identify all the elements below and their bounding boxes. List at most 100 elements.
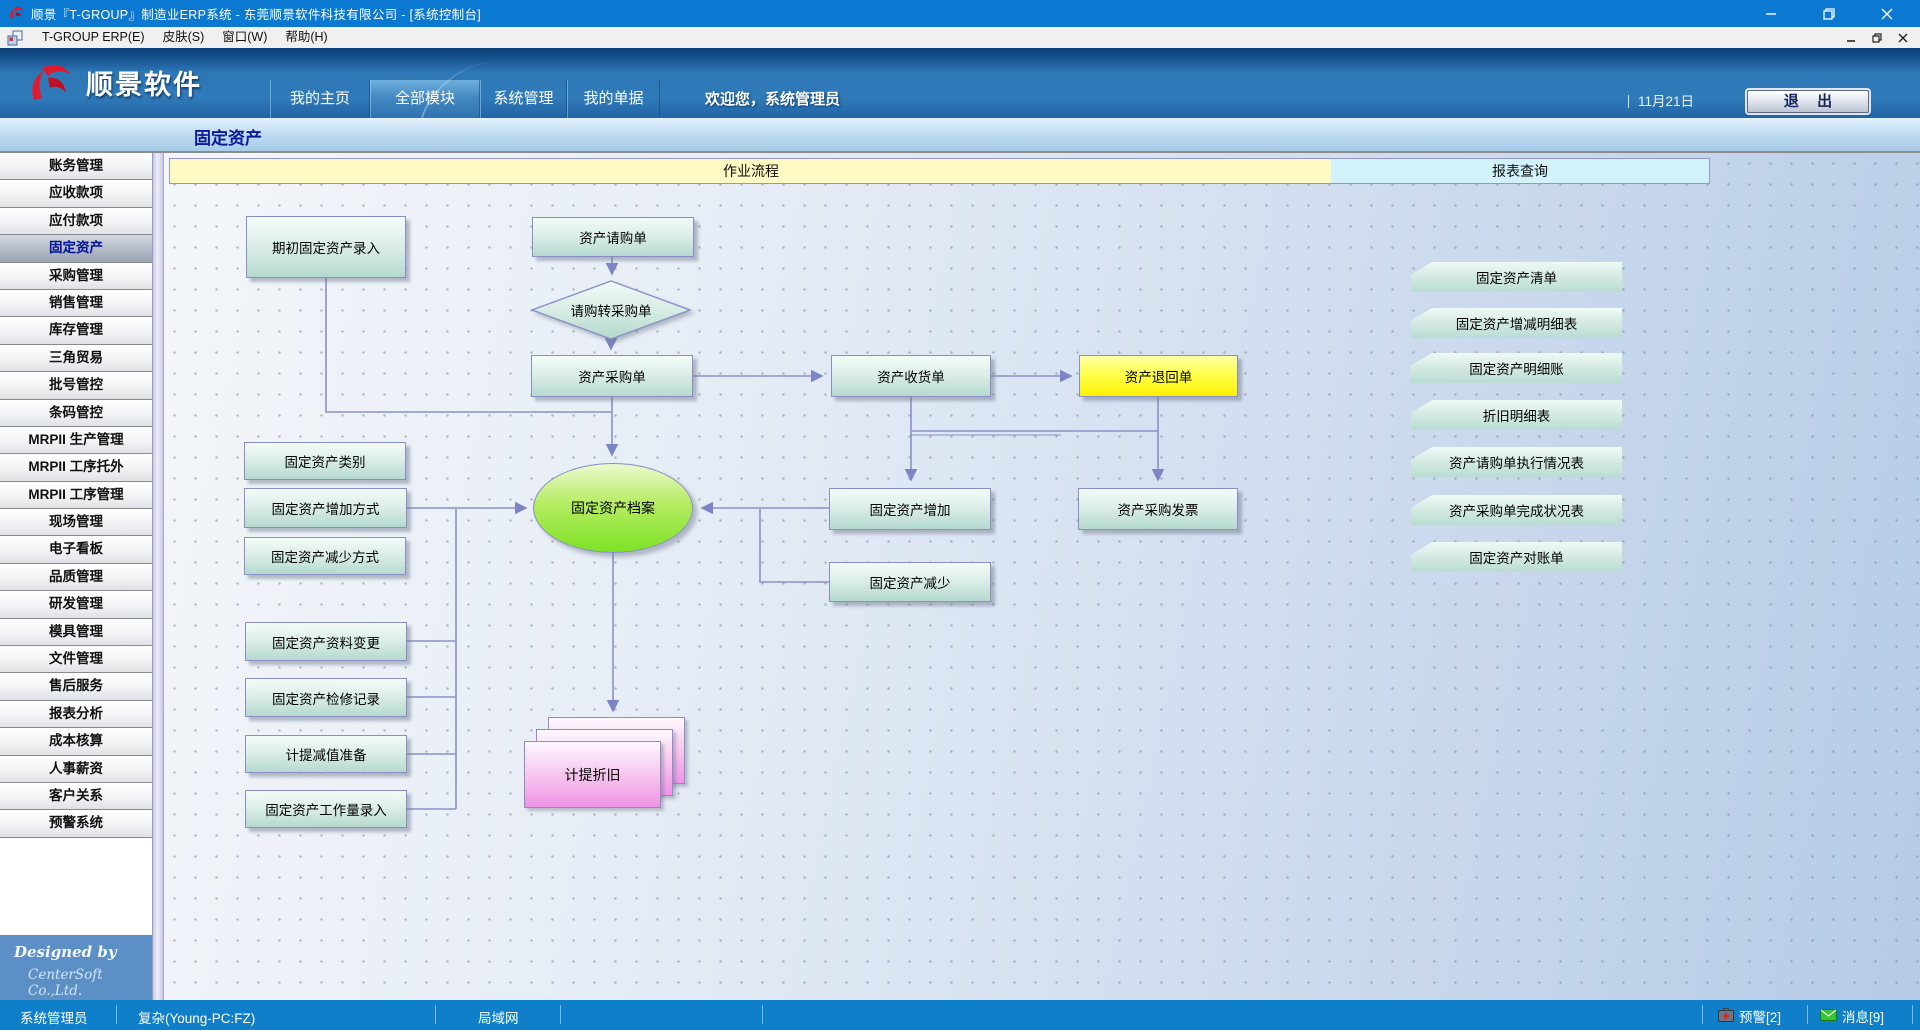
alert-label: 预警[2] (1739, 1010, 1782, 1025)
sidebar-item-6[interactable]: 库存管理 (0, 317, 152, 345)
report-button-asset-reconciliation[interactable]: 固定资产对账单 (1411, 542, 1622, 572)
sidebar-item-16[interactable]: 研发管理 (0, 591, 152, 619)
menu-item-2[interactable]: 窗口(W) (222, 30, 268, 44)
sidebar-item-2[interactable]: 应付款项 (0, 207, 152, 236)
divider (762, 1005, 763, 1024)
sidebar-item-5[interactable]: 销售管理 (0, 289, 152, 318)
sub-header: 固定资产 (0, 118, 1920, 153)
divider (1702, 1005, 1703, 1024)
flow-node-asset-archive[interactable]: 固定资产档案 (533, 463, 693, 553)
status-user: 系统管理员 (20, 1011, 88, 1026)
flow-node-asset-decrease[interactable]: 固定资产减少 (829, 562, 991, 602)
flow-node-asset-info-change[interactable]: 固定资产资料变更 (245, 622, 407, 661)
mdi-minimize-icon[interactable] (1840, 30, 1862, 46)
status-network: 局域网 (478, 1011, 519, 1026)
menu-bar: T-GROUP ERP(E) 皮肤(S) 窗口(W) 帮助(H) (0, 27, 1920, 49)
flow-node-asset-add-method[interactable]: 固定资产增加方式 (244, 488, 407, 528)
mdi-close-icon[interactable] (1892, 30, 1914, 46)
sidebar-item-23[interactable]: 客户关系 (0, 782, 152, 811)
report-button-depreciation-detail[interactable]: 折旧明细表 (1411, 400, 1622, 430)
sidebar-item-19[interactable]: 售后服务 (0, 673, 152, 701)
sidebar-item-22[interactable]: 人事薪资 (0, 755, 152, 783)
tab-系统管理[interactable]: 系统管理 (480, 80, 567, 118)
flow-node-depreciation[interactable]: 计提折旧 (524, 717, 685, 808)
stack-front-sheet: 计提折旧 (524, 741, 661, 808)
divider (1912, 1005, 1913, 1024)
message-icon (1820, 1009, 1837, 1021)
sidebar-item-1[interactable]: 应收款项 (0, 180, 152, 208)
flow-canvas: 作业流程 报表查询 (163, 153, 1920, 1000)
mdi-restore-icon[interactable] (1866, 30, 1888, 46)
sidebar-item-8[interactable]: 批号管控 (0, 372, 152, 400)
flow-node-asset-request-order[interactable]: 资产请购单 (532, 217, 694, 257)
menu-app-icon (7, 30, 23, 45)
sidebar-item-15[interactable]: 品质管理 (0, 563, 152, 592)
sidebar-item-11[interactable]: MRPII 工序托外 (0, 454, 152, 482)
minimize-icon[interactable] (1748, 0, 1794, 27)
sidebar-item-7[interactable]: 三角贸易 (0, 344, 152, 373)
brand-name: 顺景软件 (86, 69, 202, 100)
report-button-po-completion[interactable]: 资产采购单完成状况表 (1411, 495, 1622, 525)
report-button-request-execution[interactable]: 资产请购单执行情况表 (1411, 447, 1622, 477)
vendor-text: CenterSoft Co.,Ltd. (28, 967, 103, 999)
exit-button[interactable]: 退 出 (1747, 90, 1869, 113)
close-icon[interactable] (1864, 0, 1910, 27)
flow-node-impairment-provision[interactable]: 计提减值准备 (245, 735, 407, 773)
divider (435, 1005, 436, 1024)
sidebar-item-24[interactable]: 预警系统 (0, 810, 152, 838)
nav-tabs: 我的主页 全部模块 系统管理 我的单据 (270, 80, 660, 118)
alert-chip[interactable]: 预警[2] (1718, 1005, 1781, 1025)
sidebar-scroll-strip[interactable] (152, 153, 163, 1000)
menu-item-0[interactable]: T-GROUP ERP(E) (42, 30, 145, 44)
flow-node-initial-asset-entry[interactable]: 期初固定资产录入 (246, 216, 406, 278)
sidebar-item-0[interactable]: 账务管理 (0, 153, 152, 181)
sidebar-item-18[interactable]: 文件管理 (0, 646, 152, 674)
divider (116, 1005, 117, 1024)
flow-node-asset-receipt-order[interactable]: 资产收货单 (831, 355, 991, 397)
tab-全部模块[interactable]: 全部模块 (370, 80, 480, 118)
menu-item-1[interactable]: 皮肤(S) (162, 30, 205, 44)
flow-node-asset-increase[interactable]: 固定资产增加 (829, 488, 991, 530)
sidebar-item-3[interactable]: 固定资产 (0, 235, 152, 263)
sidebar-item-13[interactable]: 现场管理 (0, 509, 152, 537)
sidebar-item-10[interactable]: MRPII 生产管理 (0, 426, 152, 455)
flow-node-asset-purchase-order[interactable]: 资产采购单 (531, 355, 693, 397)
flow-node-asset-repair-record[interactable]: 固定资产检修记录 (245, 678, 407, 717)
page-title: 固定资产 (194, 129, 262, 148)
flow-node-asset-purchase-invoice[interactable]: 资产采购发票 (1078, 488, 1238, 530)
message-label: 消息[9] (1842, 1010, 1885, 1025)
sidebar-item-21[interactable]: 成本核算 (0, 728, 152, 756)
message-chip[interactable]: 消息[9] (1820, 1005, 1884, 1025)
flow-node-asset-category[interactable]: 固定资产类别 (244, 442, 406, 480)
sidebar-item-9[interactable]: 条码管控 (0, 399, 152, 427)
report-button-asset-change-detail[interactable]: 固定资产增减明细表 (1411, 308, 1622, 338)
sidebar-list: 账务管理 应收款项 应付款项 固定资产 采购管理 销售管理 库存管理 三角贸易 批号管控 条码管控… (0, 153, 163, 838)
sidebar-footer: Designed by CenterSoft Co.,Ltd. (0, 935, 153, 1000)
banner: 顺景软件 我的主页 全部模块 系统管理 我的单据 欢迎您，系统管理员 11月21日 退… (0, 48, 1920, 118)
restore-icon[interactable] (1806, 0, 1852, 27)
flow-node-asset-workload-entry[interactable]: 固定资产工作量录入 (245, 790, 407, 828)
tab-我的单据[interactable]: 我的单据 (567, 80, 660, 118)
flow-node-request-to-purchase[interactable]: 请购转采购单 (530, 280, 692, 340)
report-button-asset-list[interactable]: 固定资产清单 (1411, 262, 1622, 292)
swoosh-logo-icon (32, 65, 70, 100)
section-header-flow: 作业流程 (169, 158, 1333, 184)
sidebar-item-17[interactable]: 模具管理 (0, 618, 152, 647)
flow-node-asset-return-order[interactable]: 资产退回单 (1079, 355, 1238, 397)
report-button-asset-ledger[interactable]: 固定资产明细账 (1411, 353, 1622, 383)
brand-logo: 顺景软件 (26, 60, 202, 104)
menu-item-3[interactable]: 帮助(H) (285, 30, 328, 44)
tab-我的主页[interactable]: 我的主页 (270, 80, 370, 118)
flow-node-asset-reduce-method[interactable]: 固定资产减少方式 (244, 537, 406, 575)
sidebar-item-4[interactable]: 采购管理 (0, 262, 152, 290)
sidebar: 账务管理 应收款项 应付款项 固定资产 采购管理 销售管理 库存管理 三角贸易 批号管控 条码管控… (0, 153, 163, 1000)
sidebar-item-12[interactable]: MRPII 工序管理 (0, 481, 152, 510)
divider (560, 1005, 561, 1024)
status-bar: 系统管理员 复杂(Young-PC:FZ) 局域网 预警[2] 消息[9] (0, 1000, 1920, 1030)
sidebar-item-20[interactable]: 报表分析 (0, 700, 152, 729)
sidebar-item-14[interactable]: 电子看板 (0, 536, 152, 564)
designed-by-text: Designed by (14, 943, 117, 961)
alert-icon (1718, 1008, 1734, 1022)
divider (1807, 1005, 1808, 1024)
